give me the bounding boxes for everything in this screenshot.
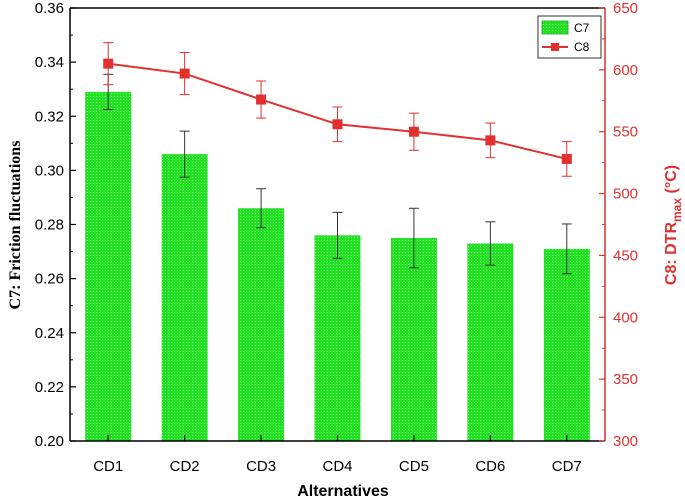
left-y-tick-label: 0.20 — [35, 433, 64, 450]
right-y-tick-label: 450 — [613, 247, 638, 264]
right-y-tick-label: 650 — [613, 0, 638, 17]
c8-marker-cd5 — [408, 126, 419, 137]
left-y-tick-label: 0.22 — [35, 379, 64, 396]
x-tick-label-cd3: CD3 — [246, 458, 276, 475]
x-tick-label-cd1: CD1 — [93, 458, 123, 475]
x-tick-label-cd6: CD6 — [475, 458, 505, 475]
c8-marker-cd6 — [485, 135, 496, 146]
right-y-axis-title-main: C8: DTR — [663, 222, 680, 286]
right-y-tick-label: 350 — [613, 371, 638, 388]
left-y-tick-label: 0.24 — [35, 325, 64, 342]
left-y-tick-label: 0.32 — [35, 108, 64, 125]
c7-bar-cd5 — [390, 238, 437, 441]
left-y-axis-title: C7: Friction fluctuations — [7, 141, 24, 310]
c8-marker-cd1 — [103, 58, 114, 69]
x-tick-label-cd2: CD2 — [170, 458, 200, 475]
c7-bar-cd6 — [467, 243, 514, 441]
left-y-tick-label: 0.26 — [35, 271, 64, 288]
right-y-axis-title-subscript: max — [670, 198, 684, 222]
c7-bar-cd1 — [85, 91, 132, 442]
legend-label-c7: C7 — [574, 21, 590, 35]
c8-marker-cd3 — [256, 94, 267, 105]
c8-marker-cd2 — [179, 68, 190, 79]
legend-marker-c8 — [551, 43, 559, 51]
right-y-axis-title-unit: (°C) — [663, 165, 680, 198]
x-tick-label-cd5: CD5 — [399, 458, 429, 475]
plot-area: 0.20 0.22 0.24 0.26 0.28 0.30 0.32 0.34 0.36 300 3… — [35, 0, 638, 475]
right-y-tick-label: 400 — [613, 309, 638, 326]
right-y-tick-label: 500 — [613, 186, 638, 203]
legend-swatch-c7 — [541, 20, 569, 35]
c7-bar-cd4 — [314, 235, 361, 441]
left-y-tick-label: 0.30 — [35, 162, 64, 179]
legend: C7 C8 — [537, 15, 602, 59]
left-y-tick-label: 0.36 — [35, 0, 64, 17]
left-y-tick-label: 0.28 — [35, 217, 64, 234]
c8-marker-cd7 — [561, 153, 572, 164]
c7-bar-cd2 — [161, 154, 208, 441]
legend-label-c8: C8 — [574, 40, 590, 54]
x-axis-title: Alternatives — [297, 483, 389, 500]
right-y-axis-title: C8: DTRmax (°C) — [663, 165, 684, 285]
right-y-tick-label: 600 — [613, 62, 638, 79]
c8-marker-cd4 — [332, 119, 343, 130]
c7-bar-cd3 — [238, 208, 285, 441]
x-tick-label-cd4: CD4 — [322, 458, 352, 475]
left-y-tick-label: 0.34 — [35, 54, 64, 71]
x-tick-label-cd7: CD7 — [552, 458, 582, 475]
c7-bar-cd7 — [543, 248, 590, 441]
right-y-tick-label: 550 — [613, 124, 638, 141]
right-y-tick-label: 300 — [613, 433, 638, 450]
